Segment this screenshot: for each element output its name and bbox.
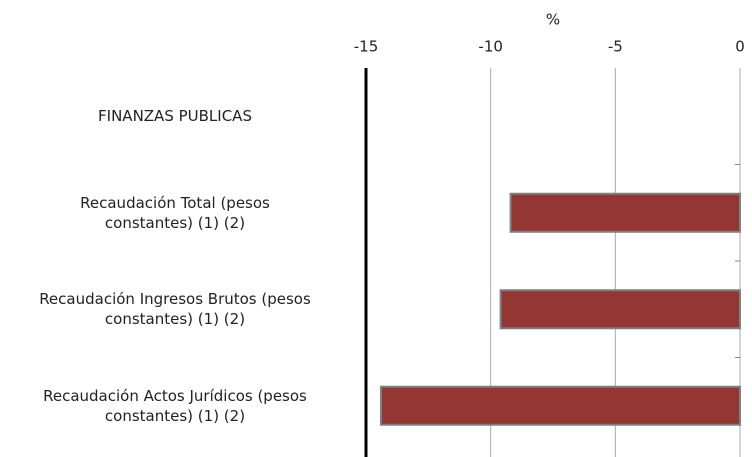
x-tick-label: -5: [608, 38, 623, 56]
bar: [499, 289, 742, 330]
y-tick-label: Recaudación Total (pesos constantes) (1)…: [80, 193, 270, 232]
x-tick-label: 0: [735, 38, 745, 56]
y-tick-label: Recaudación Actos Jurídicos (pesos const…: [43, 386, 307, 425]
y-tick-label: FINANZAS PUBLICAS: [98, 107, 252, 126]
x-axis-label: %: [546, 11, 560, 29]
x-tick-label: -10: [478, 38, 503, 56]
y-tick-label: Recaudación Ingresos Brutos (pesos const…: [39, 290, 311, 329]
x-tick-label: -15: [354, 38, 379, 56]
bar: [509, 192, 742, 233]
bar: [379, 385, 741, 426]
